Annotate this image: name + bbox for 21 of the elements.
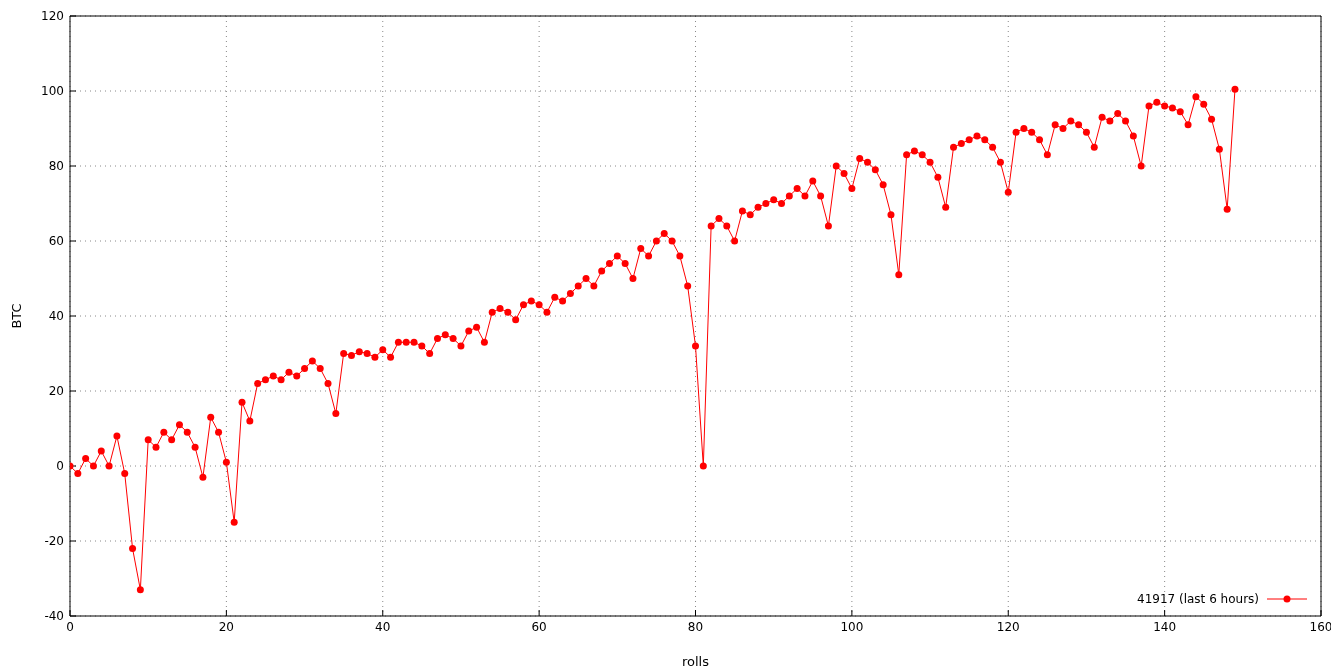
x-tick-label: 20: [218, 619, 235, 634]
y-tick-label: 40: [48, 309, 64, 324]
y-tick-label: 100: [41, 84, 64, 99]
x-tick-label: 100: [840, 619, 864, 634]
x-tick-label: 120: [996, 619, 1020, 634]
y-tick-label: 60: [48, 234, 64, 249]
y-tick-label: -40: [44, 609, 64, 624]
x-tick-label: 140: [1153, 619, 1177, 634]
legend-label: 41917 (last 6 hours): [1137, 592, 1259, 606]
x-axis-title: rolls: [681, 654, 710, 669]
y-tick-label: -20: [44, 534, 64, 549]
x-tick-label: 0: [66, 619, 74, 634]
y-tick-label: 80: [48, 159, 64, 174]
x-tick-label: 60: [531, 619, 547, 634]
y-tick-label: 120: [41, 9, 64, 24]
x-tick-label: 80: [687, 619, 704, 634]
y-tick-label: 20: [48, 384, 64, 399]
x-tick-label: 40: [375, 619, 391, 634]
y-axis-title: BTC: [8, 303, 24, 329]
y-tick-label: 0: [56, 459, 64, 474]
x-tick-label: 160: [1309, 619, 1333, 634]
